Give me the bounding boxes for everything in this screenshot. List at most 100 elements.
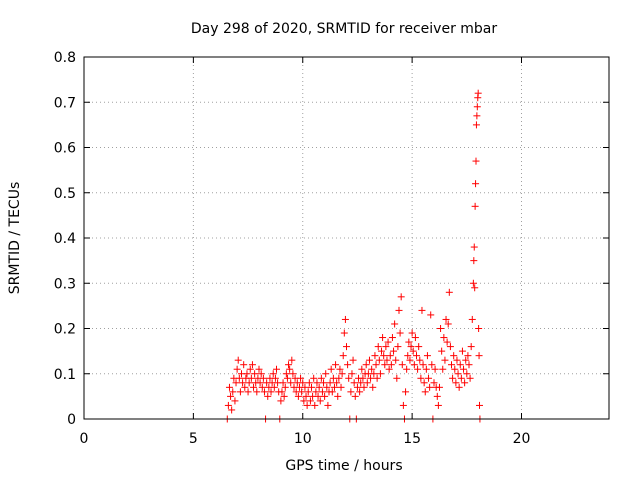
data-point — [426, 383, 434, 391]
data-point — [473, 112, 481, 120]
data-point — [423, 352, 431, 360]
data-point — [244, 388, 252, 396]
data-point — [278, 388, 286, 396]
data-point — [282, 370, 290, 378]
data-point — [236, 388, 244, 396]
data-point — [457, 374, 465, 382]
data-point — [241, 383, 249, 391]
data-point — [413, 352, 420, 360]
data-point — [425, 374, 433, 382]
data-point — [339, 352, 347, 360]
data-point — [320, 379, 328, 387]
data-point — [476, 401, 483, 409]
data-point — [286, 365, 294, 373]
data-point — [435, 383, 443, 391]
data-point — [471, 202, 479, 210]
data-point — [405, 338, 413, 346]
data-point — [335, 374, 343, 382]
data-point — [243, 370, 251, 378]
data-point — [299, 379, 307, 387]
data-point — [259, 374, 267, 382]
data-point — [250, 383, 258, 391]
data-point — [460, 365, 468, 373]
data-point — [277, 397, 285, 405]
data-point — [322, 370, 330, 378]
x-axis-label: GPS time / hours — [285, 458, 402, 474]
data-point — [472, 121, 480, 129]
y-tick-label: 0.4 — [54, 231, 76, 247]
data-point — [256, 379, 264, 387]
data-point — [449, 374, 457, 382]
data-point — [357, 379, 365, 387]
data-point — [464, 352, 472, 360]
data-point — [229, 388, 237, 396]
data-point — [279, 379, 287, 387]
data-point — [466, 374, 474, 382]
data-point — [453, 356, 461, 364]
data-point — [392, 356, 400, 364]
data-point — [465, 361, 473, 369]
data-point — [270, 383, 278, 391]
data-point — [227, 392, 235, 400]
data-point — [444, 320, 452, 328]
data-point — [367, 374, 375, 382]
data-point — [393, 374, 401, 382]
data-point — [385, 365, 393, 373]
x-tick-label: 5 — [189, 431, 198, 447]
data-point — [474, 89, 482, 97]
data-point — [470, 243, 478, 251]
data-point — [280, 392, 288, 400]
data-points — [223, 89, 484, 423]
data-point — [362, 361, 370, 369]
y-tick-label: 0.7 — [54, 95, 76, 111]
data-point — [428, 361, 436, 369]
data-point — [467, 343, 475, 351]
data-point — [438, 347, 446, 355]
data-point — [317, 374, 325, 382]
data-point — [419, 361, 427, 369]
y-tick-label: 0.8 — [54, 50, 76, 66]
data-point — [235, 374, 243, 382]
data-point — [356, 388, 364, 396]
data-point — [418, 306, 426, 314]
data-point — [374, 343, 382, 351]
data-point — [232, 379, 240, 387]
y-tick-label: 0.3 — [54, 276, 76, 292]
y-tick-label: 0.6 — [54, 141, 76, 157]
data-point — [233, 365, 241, 373]
data-point — [316, 397, 324, 405]
data-point — [303, 401, 311, 409]
data-point — [287, 379, 295, 387]
data-point — [414, 365, 422, 373]
data-point — [440, 334, 448, 342]
data-point — [333, 379, 341, 387]
data-point — [344, 361, 352, 369]
data-point — [313, 379, 321, 387]
data-point — [421, 388, 429, 396]
data-point — [363, 379, 371, 387]
data-point — [461, 379, 469, 387]
data-point — [470, 257, 478, 265]
data-point — [382, 343, 390, 351]
y-tick-label: 0.2 — [54, 322, 76, 338]
data-point — [297, 374, 305, 382]
data-point — [410, 361, 418, 369]
data-point — [471, 284, 479, 292]
data-point — [351, 392, 359, 400]
data-point — [394, 343, 402, 351]
data-point — [308, 383, 315, 391]
data-point — [328, 388, 336, 396]
data-point — [251, 370, 259, 378]
data-point — [245, 379, 253, 387]
data-point — [321, 392, 329, 400]
data-point — [336, 365, 344, 373]
data-point — [409, 347, 417, 355]
data-point — [384, 338, 392, 346]
data-point — [402, 388, 410, 396]
data-point — [407, 343, 415, 351]
data-point — [462, 356, 470, 364]
data-point — [255, 365, 263, 373]
data-point — [391, 320, 399, 328]
data-point — [415, 343, 423, 351]
data-point — [257, 370, 265, 378]
